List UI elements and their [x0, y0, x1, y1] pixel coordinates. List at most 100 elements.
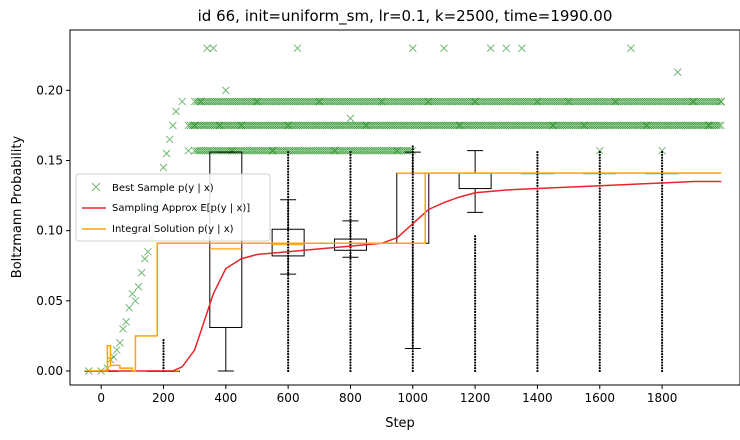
box-flier [598, 266, 601, 269]
box-flier [660, 319, 664, 322]
box-flier [598, 338, 601, 342]
x-tick-label: 1000 [398, 391, 429, 405]
box-flier [474, 263, 477, 266]
box-flier [349, 285, 352, 288]
box-flier [536, 237, 539, 241]
best-sample-point [209, 44, 218, 53]
box-flier [349, 190, 352, 193]
box-flier [660, 254, 664, 258]
box-flier [287, 336, 290, 339]
box-flier [598, 179, 601, 182]
box-flier [349, 153, 352, 156]
box-flier [536, 179, 539, 182]
box-flier [162, 361, 165, 364]
box-flier [660, 212, 664, 215]
box-flier [349, 274, 352, 277]
best-sample-point [137, 268, 146, 277]
best-sample-point [595, 146, 604, 155]
box-flier [411, 181, 414, 185]
box-flier [411, 353, 414, 356]
box-flier [598, 221, 601, 224]
box-flier [474, 313, 477, 316]
box-flier [536, 207, 539, 210]
box-flier [411, 344, 414, 347]
box-flier [349, 162, 352, 165]
box-flier [349, 288, 352, 291]
box-flier [536, 313, 539, 316]
box-flier [349, 305, 352, 308]
box-flier [536, 165, 539, 168]
box-flier [349, 367, 352, 370]
box-flier [411, 367, 414, 370]
box-flier [411, 333, 414, 336]
box-flier [660, 274, 664, 277]
box-flier [411, 165, 414, 168]
x-tick-label: 1400 [522, 391, 553, 405]
box-flier [598, 322, 601, 325]
box-flier [660, 240, 664, 243]
box-flier [411, 246, 414, 249]
box-flier [411, 291, 414, 294]
box-flier [349, 226, 352, 229]
box-flier [411, 184, 414, 187]
box-flier [474, 237, 477, 241]
best-sample-point [471, 97, 479, 106]
box-flier [536, 367, 539, 370]
box-flier [536, 310, 539, 314]
box-flier [598, 319, 601, 322]
box-flier [536, 184, 539, 187]
best-sample-point [486, 44, 495, 53]
box-flier [660, 159, 664, 162]
box-flier [660, 162, 664, 165]
box-flier [411, 179, 414, 182]
box-flier [598, 291, 601, 294]
box-flier [349, 316, 352, 319]
box-flier [536, 291, 539, 294]
box-flier [411, 336, 414, 339]
box-flier [598, 249, 601, 252]
box-flier [660, 187, 664, 190]
legend-box [75, 173, 271, 242]
best-sample-point [440, 44, 448, 53]
box-flier [598, 353, 601, 356]
box-flier [536, 358, 539, 361]
best-sample-point [673, 68, 682, 76]
box-flier [474, 285, 477, 288]
box-flier [536, 294, 539, 297]
box-flier [411, 361, 414, 364]
box-flier [598, 341, 601, 345]
box-flier [536, 338, 539, 342]
box-flier [411, 173, 414, 176]
box-flier [598, 198, 601, 201]
box-flier [660, 266, 664, 269]
box-flier [349, 268, 352, 272]
box-flier [349, 254, 352, 258]
box-flier [287, 204, 290, 207]
box-flier [411, 369, 414, 373]
box-flier [287, 249, 290, 252]
box-flier [474, 364, 477, 367]
box-flier [598, 280, 601, 283]
box-flier [660, 302, 664, 305]
integral-solution-line [88, 172, 722, 372]
box-flier [411, 162, 414, 165]
best-sample-point [408, 146, 417, 155]
box-flier [660, 280, 664, 283]
box-flier [598, 232, 601, 235]
box-flier [411, 330, 414, 333]
box-flier [536, 296, 539, 300]
box-flier [660, 355, 664, 359]
box-flier [287, 235, 290, 238]
box-flier [660, 350, 664, 353]
box-flier [598, 369, 601, 373]
box-flier [536, 361, 539, 364]
box-flier [349, 271, 352, 274]
box-flier [287, 327, 290, 330]
box-flier [536, 327, 539, 330]
box-flier [660, 173, 664, 176]
best-sample-point [165, 135, 174, 144]
box-flier [349, 308, 352, 311]
box-flier [536, 353, 539, 356]
box-flier [411, 260, 414, 263]
